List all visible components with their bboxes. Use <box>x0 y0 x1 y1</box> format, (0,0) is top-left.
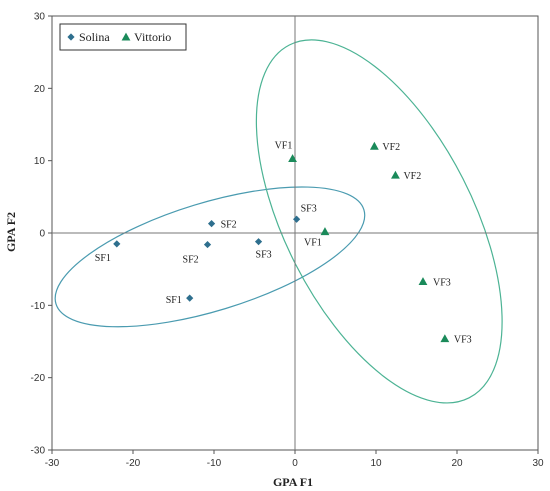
point-vittorio-vf2 <box>369 141 379 150</box>
x-axis-title: GPA F1 <box>273 475 313 489</box>
x-tick-label: 10 <box>370 458 382 469</box>
y-tick-label: 20 <box>34 84 46 95</box>
y-tick-label: -10 <box>31 301 46 312</box>
point-vittorio-vf3 <box>418 277 428 285</box>
point-label-sf3: SF3 <box>301 203 317 214</box>
ellipse-solina <box>54 186 366 328</box>
x-tick-label: -30 <box>45 458 60 469</box>
point-label-vf2: VF2 <box>382 142 400 153</box>
point-labels: SF1 SF1 SF2 SF2 SF3 SF3 VF1 VF1 VF2 VF2 VF3 VF3 <box>95 140 472 345</box>
point-label-sf2: SF2 <box>183 255 199 266</box>
point-label-vf1: VF1 <box>275 140 293 151</box>
point-label-sf2: SF2 <box>221 220 237 231</box>
x-tick-label: 30 <box>532 458 544 469</box>
point-solina-sf2 <box>203 240 212 249</box>
x-tick-label: -20 <box>126 458 141 469</box>
point-solina-sf1 <box>113 240 121 248</box>
point-label-sf1: SF1 <box>166 295 182 306</box>
point-solina-sf1 <box>186 294 194 302</box>
axes: -30 -20 -10 0 10 20 30 -30 -20 -10 0 10 20 30 <box>31 12 544 470</box>
x-tick-label: 20 <box>451 458 463 469</box>
legend-marker-vittorio <box>121 32 131 41</box>
y-tick-label: -30 <box>31 446 46 457</box>
legend-marker-solina <box>67 33 75 41</box>
point-label-vf3: VF3 <box>454 335 472 346</box>
y-tick-label: 30 <box>34 12 46 23</box>
point-label-sf3: SF3 <box>256 250 272 261</box>
y-tick-label: 10 <box>34 156 46 167</box>
point-solina-sf3 <box>293 215 301 223</box>
legend-box <box>59 23 187 51</box>
point-solina-sf2 <box>207 219 216 228</box>
y-tick-label: 0 <box>39 229 45 240</box>
legend-label-vittorio: Vittorio <box>134 30 171 44</box>
legend-item-vittorio: Vittorio <box>121 30 171 44</box>
point-vittorio-vf1 <box>288 154 297 163</box>
point-vittorio-vf2 <box>391 170 400 179</box>
ellipse-vittorio <box>255 39 503 404</box>
point-label-vf3: VF3 <box>433 277 451 288</box>
point-solina-sf3 <box>254 238 263 246</box>
point-label-vf2: VF2 <box>403 171 421 182</box>
x-tick-label: -10 <box>207 458 222 469</box>
legend-item-solina: Solina <box>67 30 110 44</box>
point-label-sf1: SF1 <box>95 253 111 264</box>
data-points <box>113 141 450 343</box>
legend: Solina Vittorio <box>59 23 187 51</box>
y-tick-label: -20 <box>31 373 46 384</box>
legend-label-solina: Solina <box>79 30 110 44</box>
point-vittorio-vf3 <box>440 334 450 343</box>
point-label-vf1: VF1 <box>304 238 322 249</box>
point-vittorio-vf1 <box>320 227 330 236</box>
y-axis-title: GPA F2 <box>4 212 18 252</box>
x-tick-label: 0 <box>292 458 298 469</box>
